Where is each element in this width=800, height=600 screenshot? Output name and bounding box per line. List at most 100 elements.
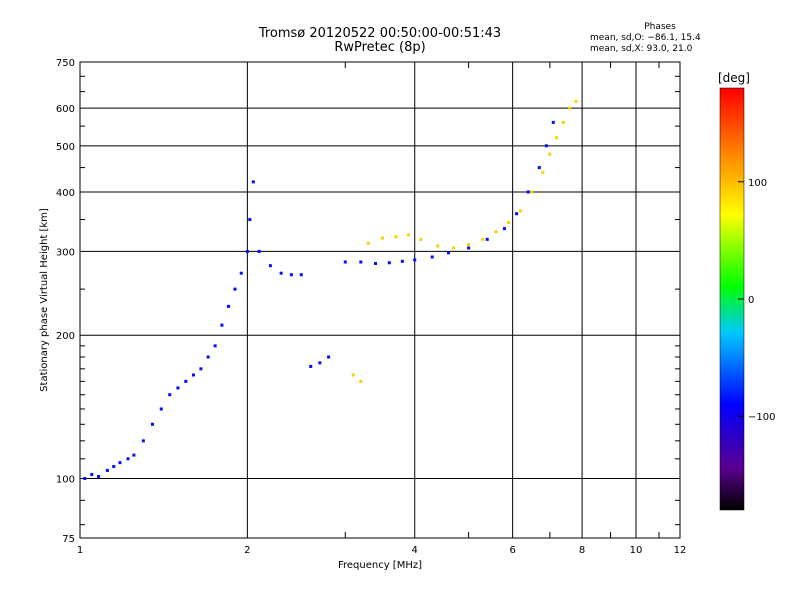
data-point bbox=[359, 379, 363, 383]
data-point bbox=[436, 244, 440, 248]
data-point bbox=[268, 264, 272, 268]
data-point bbox=[351, 373, 355, 377]
data-point bbox=[206, 355, 210, 359]
data-point bbox=[299, 273, 303, 277]
data-point bbox=[366, 241, 370, 245]
phase-stats-o-mode: mean, sd,O: −86.1, 15.4 bbox=[590, 33, 701, 43]
x-tick-label: 1 bbox=[77, 545, 83, 556]
data-point bbox=[159, 407, 163, 411]
data-point bbox=[279, 271, 283, 275]
y-tick-label: 500 bbox=[56, 142, 75, 153]
data-point bbox=[112, 464, 116, 468]
x-tick-label: 12 bbox=[674, 545, 687, 556]
data-point bbox=[184, 379, 188, 383]
data-point bbox=[387, 261, 391, 265]
colorbar-tick-label: −100 bbox=[748, 412, 775, 423]
data-point bbox=[373, 261, 377, 265]
data-point bbox=[530, 190, 534, 194]
data-point bbox=[548, 152, 552, 156]
colorbar-label: [deg] bbox=[718, 71, 750, 85]
x-tick-label: 10 bbox=[630, 545, 643, 556]
data-point bbox=[467, 243, 471, 247]
y-tick-label: 300 bbox=[56, 247, 75, 258]
chart-subtitle: RwPretec (8p) bbox=[334, 40, 426, 55]
data-point bbox=[83, 477, 87, 481]
data-point bbox=[400, 259, 404, 263]
data-point bbox=[191, 373, 195, 377]
data-point bbox=[526, 190, 530, 194]
data-point bbox=[199, 367, 203, 371]
data-point bbox=[90, 472, 94, 476]
data-point bbox=[227, 304, 231, 308]
y-tick-label: 200 bbox=[56, 331, 75, 342]
y-tick-label: 75 bbox=[62, 534, 75, 545]
phase-stats-x-mode: mean, sd,X: 93.0, 21.0 bbox=[590, 44, 693, 54]
data-point bbox=[289, 273, 293, 277]
data-point bbox=[126, 457, 130, 461]
data-point bbox=[248, 218, 252, 222]
data-point bbox=[343, 260, 347, 264]
data-point bbox=[568, 106, 572, 110]
y-axis-label: Stationary phase Virtual Height [km] bbox=[39, 208, 50, 392]
y-tick-label: 400 bbox=[56, 188, 75, 199]
data-point bbox=[239, 271, 243, 275]
data-point bbox=[537, 166, 541, 170]
data-point bbox=[118, 461, 122, 465]
data-point bbox=[519, 209, 523, 213]
data-point bbox=[251, 180, 255, 184]
phase-stats-title: Phases bbox=[644, 22, 676, 32]
data-point bbox=[452, 246, 456, 250]
data-point bbox=[544, 144, 548, 148]
data-point bbox=[551, 120, 555, 124]
data-point bbox=[318, 361, 322, 365]
data-point bbox=[327, 355, 331, 359]
data-point bbox=[413, 258, 417, 262]
data-point bbox=[150, 422, 154, 426]
data-point bbox=[541, 170, 545, 174]
data-point bbox=[446, 251, 450, 255]
x-tick-label: 2 bbox=[244, 545, 250, 556]
data-point bbox=[507, 221, 511, 225]
data-point bbox=[213, 344, 217, 348]
data-point bbox=[430, 255, 434, 259]
x-axis-label: Frequency [MHz] bbox=[338, 560, 422, 571]
data-point bbox=[419, 237, 423, 241]
data-point bbox=[176, 386, 180, 390]
data-point bbox=[502, 227, 506, 231]
data-point bbox=[220, 323, 224, 327]
data-point bbox=[515, 212, 519, 216]
data-point bbox=[380, 236, 384, 240]
y-tick-label: 100 bbox=[56, 475, 75, 486]
x-tick-label: 8 bbox=[579, 545, 585, 556]
plot-frame bbox=[79, 61, 681, 539]
data-point bbox=[141, 439, 145, 443]
colorbar-tick-label: 0 bbox=[748, 295, 754, 306]
phase-stats: Phases mean, sd,O: −86.1, 15.4 mean, sd,… bbox=[590, 22, 710, 55]
data-points bbox=[83, 99, 578, 481]
x-tick-label: 4 bbox=[412, 545, 418, 556]
x-tick-label: 6 bbox=[509, 545, 515, 556]
data-point bbox=[245, 249, 249, 253]
data-point bbox=[407, 233, 411, 237]
data-point bbox=[233, 287, 237, 291]
data-point bbox=[494, 230, 498, 234]
data-point bbox=[561, 120, 565, 124]
data-point bbox=[467, 246, 471, 250]
data-point bbox=[394, 235, 398, 239]
data-point bbox=[257, 249, 261, 253]
data-point bbox=[168, 393, 172, 397]
data-point bbox=[485, 237, 489, 241]
chart-title: Tromsø 20120522 00:50:00-00:51:43 bbox=[258, 26, 502, 41]
data-point bbox=[105, 468, 109, 472]
y-tick-label: 750 bbox=[56, 58, 75, 69]
y-tick-label: 600 bbox=[56, 104, 75, 115]
colorbar-ticks: 100 0 −100 bbox=[738, 178, 775, 423]
data-point bbox=[574, 99, 578, 103]
data-point bbox=[132, 453, 136, 457]
colorbar-tick-label: 100 bbox=[748, 178, 767, 189]
data-point bbox=[97, 474, 101, 478]
data-point bbox=[481, 237, 485, 241]
data-point bbox=[359, 260, 363, 264]
